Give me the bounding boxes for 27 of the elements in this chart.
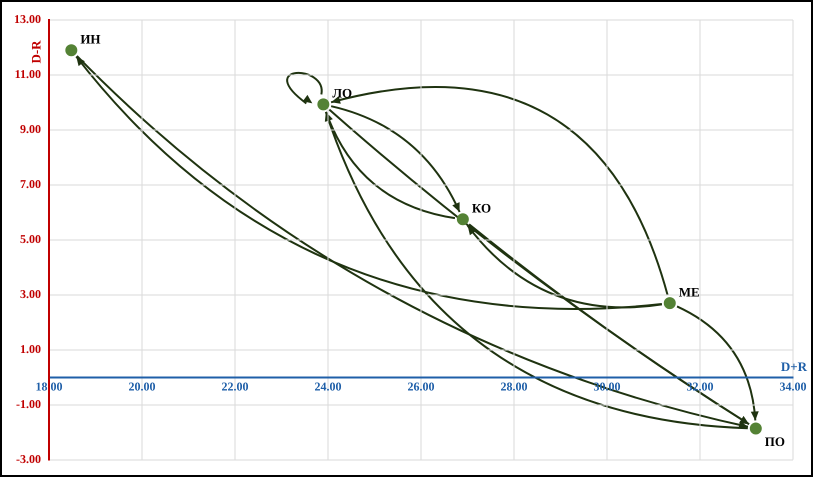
annotation: ИН bbox=[80, 32, 101, 47]
x-tick-label: 28.00 bbox=[500, 380, 528, 394]
point bbox=[317, 98, 330, 110]
annotation: ЛО bbox=[332, 86, 352, 101]
point bbox=[65, 44, 78, 56]
y-tick-label: 3.00 bbox=[20, 286, 41, 301]
y-tick-label: -1.00 bbox=[16, 396, 41, 411]
y-tick-label: 5.00 bbox=[20, 232, 41, 246]
y-tick-label: 11.00 bbox=[14, 67, 41, 82]
annotation: ПО bbox=[764, 434, 786, 449]
point bbox=[664, 297, 676, 310]
point bbox=[456, 213, 469, 226]
y-tick-label: 9.00 bbox=[20, 122, 41, 136]
y-tick-label: 1.00 bbox=[20, 342, 41, 356]
y-tick-label: 7.00 bbox=[20, 177, 41, 192]
point bbox=[750, 422, 762, 434]
y-tick-label: -3.00 bbox=[16, 452, 41, 466]
annotation: КО bbox=[472, 200, 492, 216]
x-tick-label: 22.00 bbox=[222, 380, 248, 394]
x-tick-label: 20.00 bbox=[128, 380, 156, 394]
x-tick-label: 24.00 bbox=[314, 380, 342, 394]
y-axis-title: D-R bbox=[28, 40, 44, 64]
x-axis-title: D+R bbox=[780, 359, 808, 374]
x-tick-label: 34.00 bbox=[780, 380, 806, 394]
annotation: МЕ bbox=[678, 284, 700, 300]
x-tick-label: 26.00 bbox=[408, 380, 434, 394]
y-tick-label: 13.00 bbox=[14, 12, 41, 26]
